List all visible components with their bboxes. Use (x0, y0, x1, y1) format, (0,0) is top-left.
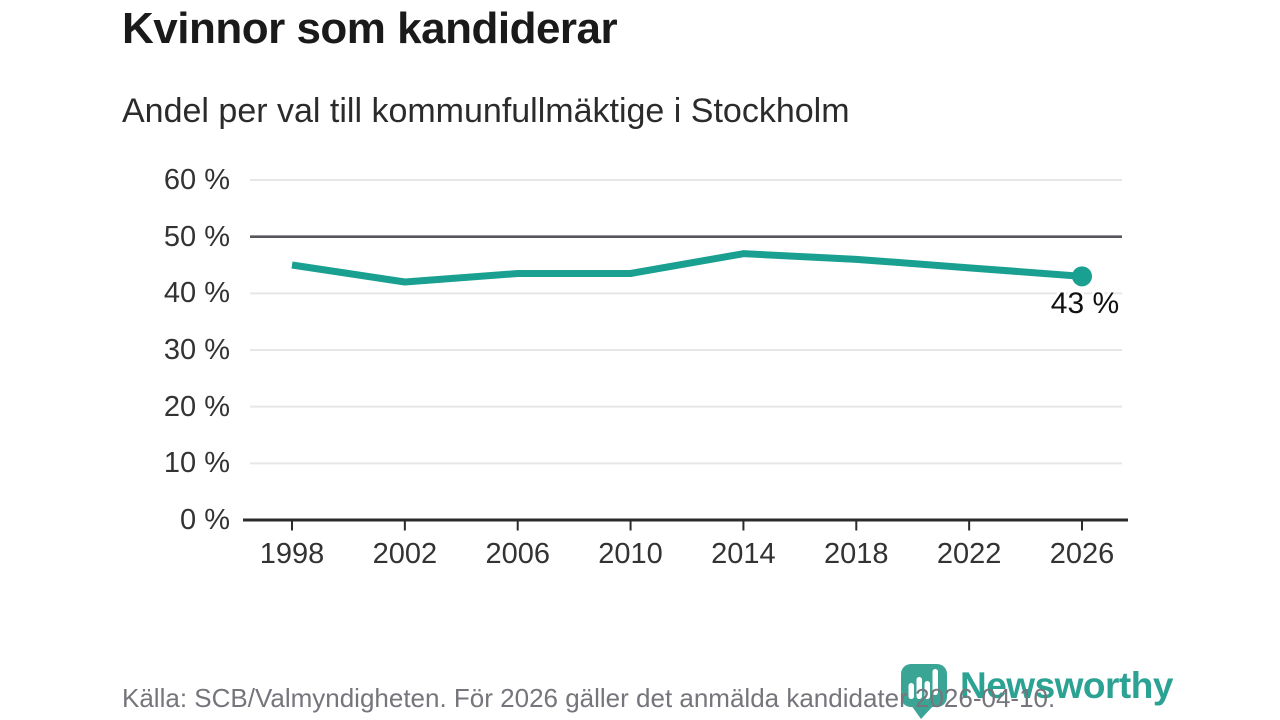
end-point-marker (1072, 266, 1092, 287)
x-tick-label: 2022 (936, 538, 1002, 570)
data-line (291, 250, 1083, 286)
y-tick-label: 20 % (163, 390, 230, 423)
x-tick-label: 2026 (1049, 538, 1115, 570)
y-tick-label: 10 % (163, 447, 230, 480)
x-tick-label: 2010 (598, 538, 663, 570)
x-tick-label: 1998 (259, 538, 325, 570)
end-value-label: 43 % (1050, 287, 1120, 321)
x-tick-label: 2006 (485, 538, 550, 570)
x-tick-label: 2018 (824, 538, 889, 570)
y-tick-label: 50 % (163, 220, 230, 253)
y-tick-label: 40 % (163, 277, 230, 310)
x-tick-label: 2014 (711, 538, 776, 570)
y-tick-label: 0 % (180, 504, 230, 536)
y-tick-label: 30 % (163, 334, 230, 366)
y-tick-label: 60 % (163, 164, 230, 196)
chart-title: Kvinnor som kandiderar (122, 4, 618, 53)
x-tick-label: 2002 (372, 538, 438, 570)
chart-subtitle: Andel per val till kommunfullmäktige i S… (122, 92, 850, 130)
